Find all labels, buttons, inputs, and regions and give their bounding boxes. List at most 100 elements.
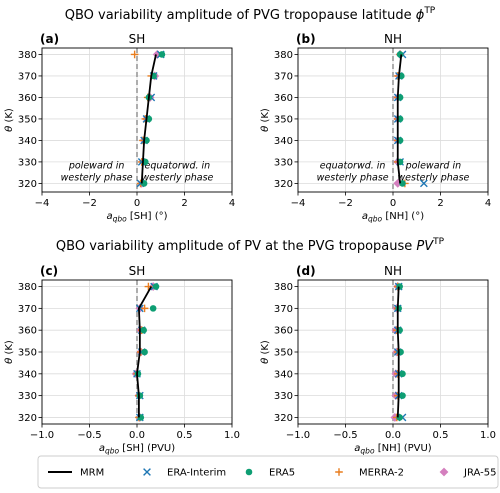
panel-label: (b) (296, 32, 316, 46)
legend: MRM ERA-Interim ERA5 MERRA-2 JRA-55 (37, 455, 499, 489)
series-line-mrm (140, 54, 157, 184)
panel-title: SH (129, 264, 146, 278)
legend-marker (143, 468, 151, 476)
y-tick-label: 340 (274, 136, 293, 147)
panel-label: (c) (40, 264, 58, 278)
panel-a: −4 −2 0 2 4 320 330 340 350 360 370 380 aqbo [SH] (°… (4, 32, 235, 224)
x-tick-label: −0.5 (77, 430, 101, 441)
point-era5 (141, 348, 148, 356)
panel-d: −1.0 −0.5 0.0 0.5 1.0 320 330 340 350 360 370 380 aq… (260, 264, 496, 456)
y-tick-label: 370 (274, 71, 293, 82)
point-era5 (399, 392, 406, 399)
x-axis-label: aqbo [NH] (PVU) (354, 443, 432, 456)
x-tick-label: 4 (485, 198, 491, 209)
legend-entry-era5: ERA5 (245, 468, 295, 479)
x-tick-label: 2 (181, 198, 187, 209)
panel-title: NH (384, 32, 402, 46)
suptitle-top: QBO variability amplitude of PVG tropopa… (65, 6, 436, 23)
point-jra-55 (393, 179, 403, 188)
x-tick-label: −4 (291, 198, 306, 209)
x-tick-label: 1.0 (224, 430, 240, 441)
y-tick-label: 350 (18, 348, 37, 359)
panels: −4 −2 0 2 4 320 330 340 350 360 370 380 aqbo [SH] (°… (4, 32, 496, 456)
legend-entry-mrm: MRM (48, 468, 104, 479)
point-era5 (152, 283, 160, 290)
legend-label: JRA-55 (463, 468, 496, 479)
y-axis-label: θ (K) (260, 340, 271, 364)
x-tick-label: 4 (229, 198, 235, 209)
y-tick-label: 380 (18, 282, 37, 293)
x-axis-label: aqbo [SH] (°) (106, 211, 167, 224)
y-axis-label: θ (K) (260, 108, 271, 132)
y-tick-label: 350 (274, 348, 293, 359)
legend-label: ERA-Interim (167, 468, 226, 479)
y-tick-label: 340 (18, 369, 37, 380)
legend-entry-merra-2: MERRA-2 (335, 468, 404, 479)
legend-box (37, 455, 499, 489)
x-axis-label: aqbo [SH] (PVU) (99, 443, 175, 456)
y-tick-label: 370 (274, 304, 293, 315)
point-era5 (136, 392, 144, 399)
y-tick-label: 380 (18, 50, 37, 61)
y-tick-label: 370 (18, 304, 37, 315)
x-tick-label: −2 (82, 198, 97, 209)
y-tick-label: 370 (18, 71, 37, 82)
annotation-text: equatorwd. in westerly phase (317, 161, 389, 184)
y-tick-label: 320 (18, 179, 37, 190)
panel-c: −1.0 −0.5 0.0 0.5 1.0 320 330 340 350 360 370 380 aq… (4, 264, 240, 456)
y-tick-label: 380 (274, 282, 293, 293)
point-era5 (158, 51, 166, 58)
point-era5 (149, 305, 157, 312)
x-tick-label: −1.0 (30, 430, 54, 441)
y-tick-label: 320 (274, 179, 293, 190)
x-tick-label: −1.0 (286, 430, 310, 441)
y-tick-label: 350 (274, 114, 293, 125)
series-line-mrm (396, 54, 403, 184)
point-era5 (399, 180, 406, 187)
legend-entry-jra-55: JRA-55 (439, 468, 496, 479)
y-tick-label: 330 (18, 391, 37, 402)
legend-marker (245, 468, 253, 476)
y-tick-label: 360 (274, 93, 293, 104)
y-tick-label: 340 (18, 136, 37, 147)
y-tick-label: 350 (18, 114, 37, 125)
y-tick-label: 360 (18, 93, 37, 104)
annotation-text: poleward in westerly phase (61, 161, 133, 184)
x-tick-label: 0.5 (433, 430, 449, 441)
x-tick-label: −4 (35, 198, 50, 209)
point-era5 (140, 326, 147, 334)
suptitle-bottom: QBO variability amplitude of PV at the P… (56, 237, 445, 254)
legend-entry-era-interim: ERA-Interim (143, 468, 226, 479)
x-tick-label: 1.0 (480, 430, 496, 441)
point-merra-2 (140, 304, 149, 313)
y-tick-label: 320 (18, 413, 37, 424)
y-tick-label: 330 (18, 157, 37, 168)
y-axis-label: θ (K) (4, 108, 15, 132)
y-tick-label: 380 (274, 50, 293, 61)
point-era5 (396, 283, 403, 290)
x-tick-label: 0.5 (177, 430, 193, 441)
y-tick-label: 330 (274, 157, 293, 168)
annotation-text: equatorwd. in westerly phase (141, 161, 213, 184)
x-tick-label: 0.0 (385, 430, 401, 441)
panel-title: SH (129, 32, 146, 46)
panel-label: (d) (296, 264, 316, 278)
point-era-interim (419, 179, 428, 188)
x-tick-label: 2 (437, 198, 443, 209)
y-tick-label: 360 (18, 326, 37, 337)
legend-marker (335, 468, 343, 476)
point-era5 (396, 51, 404, 58)
x-tick-label: 0.0 (129, 430, 145, 441)
series-line-mrm (136, 286, 153, 418)
y-tick-label: 340 (274, 369, 293, 380)
legend-label: ERA5 (269, 468, 295, 479)
panel-title: NH (384, 264, 402, 278)
y-tick-label: 330 (274, 391, 293, 402)
x-tick-label: −0.5 (333, 430, 357, 441)
panel-b: −4 −2 0 2 4 320 330 340 350 360 370 380 aqbo [NH] (°… (260, 32, 491, 224)
legend-label: MERRA-2 (359, 468, 404, 479)
y-axis-label: θ (K) (4, 340, 15, 364)
x-tick-label: 0 (390, 198, 396, 209)
panel-label: (a) (40, 32, 59, 46)
